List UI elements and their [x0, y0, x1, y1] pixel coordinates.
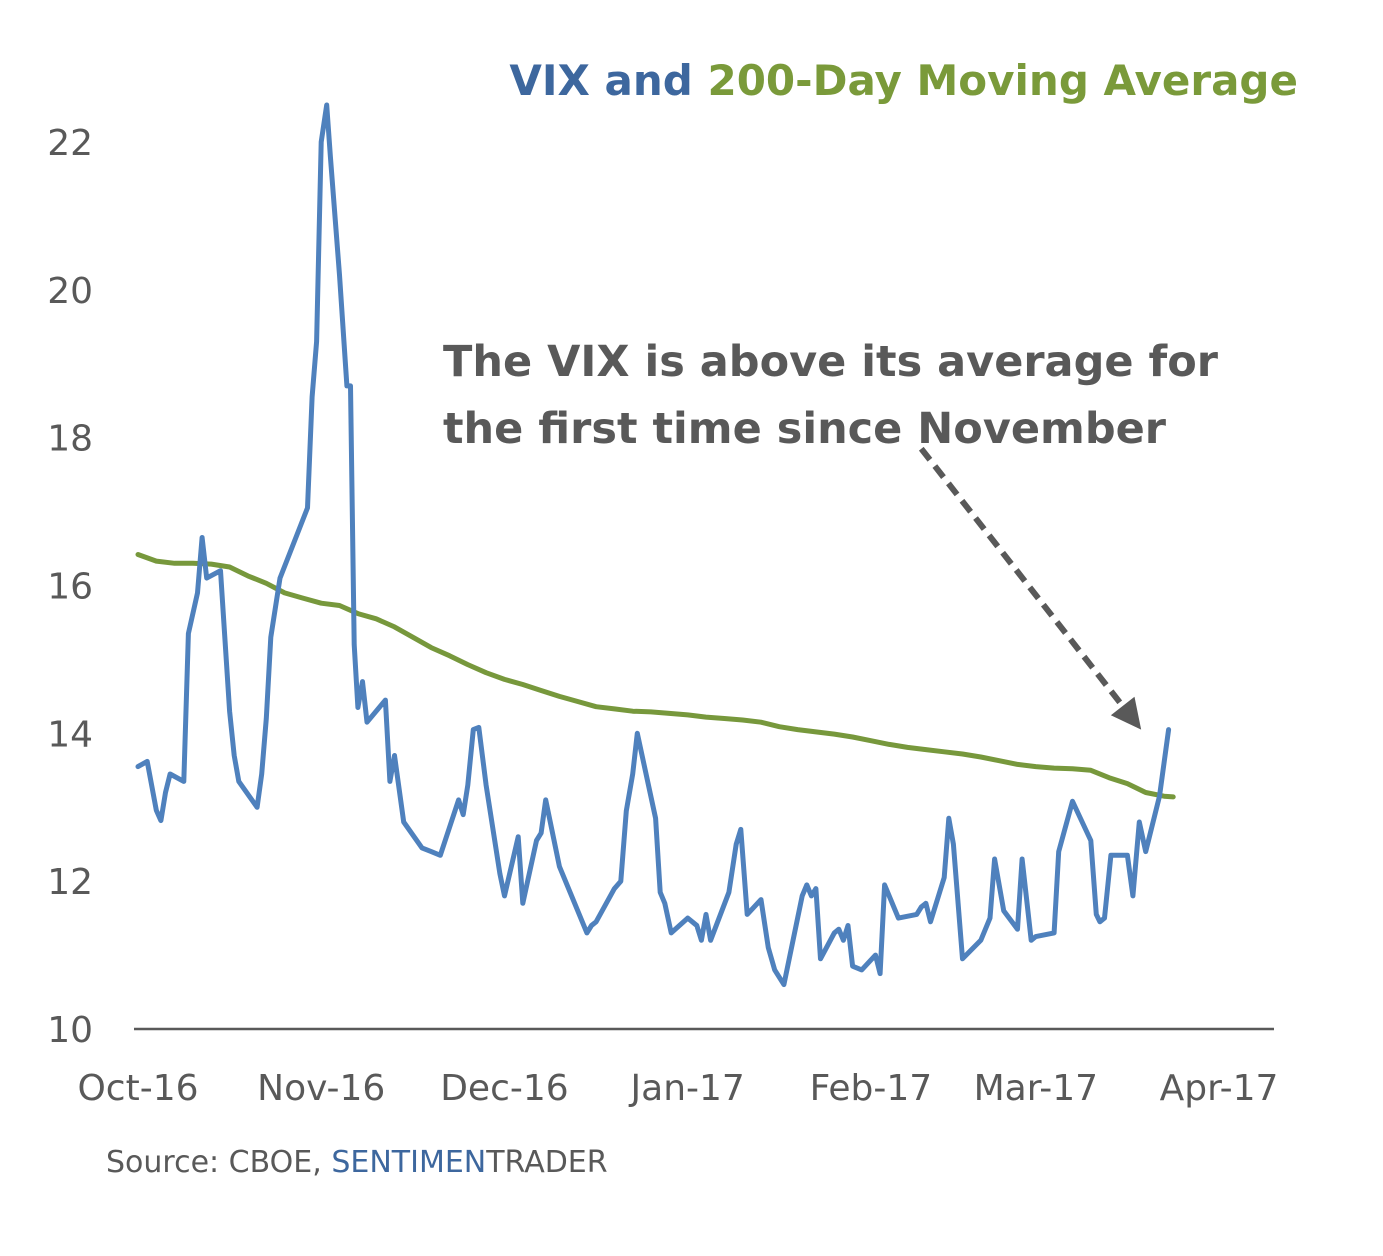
chart-title: VIX and 200-Day Moving Average: [509, 56, 1298, 105]
moving-average-series-line: [135, 552, 1176, 800]
y-tick-label: 10: [47, 1010, 93, 1051]
y-tick-label: 20: [47, 271, 93, 312]
y-tick-label: 14: [47, 714, 93, 755]
x-axis-ticks: Oct-16 Nov-16 Dec-16 Jan-17 Feb-17 Mar-17 Apr-…: [77, 1068, 1278, 1109]
x-tick-label: Jan-17: [629, 1068, 745, 1109]
y-tick-label: 18: [47, 419, 93, 460]
x-tick-label: Oct-16: [77, 1068, 198, 1109]
y-axis-ticks: 10 12 14 16 18 20 22: [47, 123, 93, 1051]
title-part-vix: VIX and: [509, 56, 707, 105]
y-tick-label: 22: [47, 123, 93, 164]
title-part-ma: 200-Day Moving Average: [707, 56, 1298, 105]
annotation-text-line: the first time since November: [443, 404, 1167, 454]
annotation-arrow-head: [1110, 696, 1142, 730]
source-part-3: TRADER: [485, 1145, 607, 1180]
plot-area: [135, 102, 1176, 988]
x-tick-label: Mar-17: [974, 1068, 1098, 1109]
vix-series-line: [135, 102, 1172, 988]
x-tick-label: Dec-16: [440, 1068, 568, 1109]
y-tick-label: 12: [47, 862, 93, 903]
source-part-1: Source: CBOE,: [106, 1145, 331, 1180]
x-tick-label: Nov-16: [257, 1068, 385, 1109]
annotation-arrow-line: [918, 446, 1126, 708]
source-part-2: SENTIMEN: [331, 1145, 486, 1180]
x-tick-label: Feb-17: [810, 1068, 933, 1109]
source-note: Source: CBOE, SENTIMENTRADER: [106, 1145, 608, 1180]
annotation: The VIX is above its average for the firs…: [443, 337, 1219, 730]
annotation-text-line: The VIX is above its average for: [443, 337, 1219, 387]
x-tick-label: Apr-17: [1160, 1068, 1279, 1109]
y-tick-label: 16: [47, 567, 93, 608]
